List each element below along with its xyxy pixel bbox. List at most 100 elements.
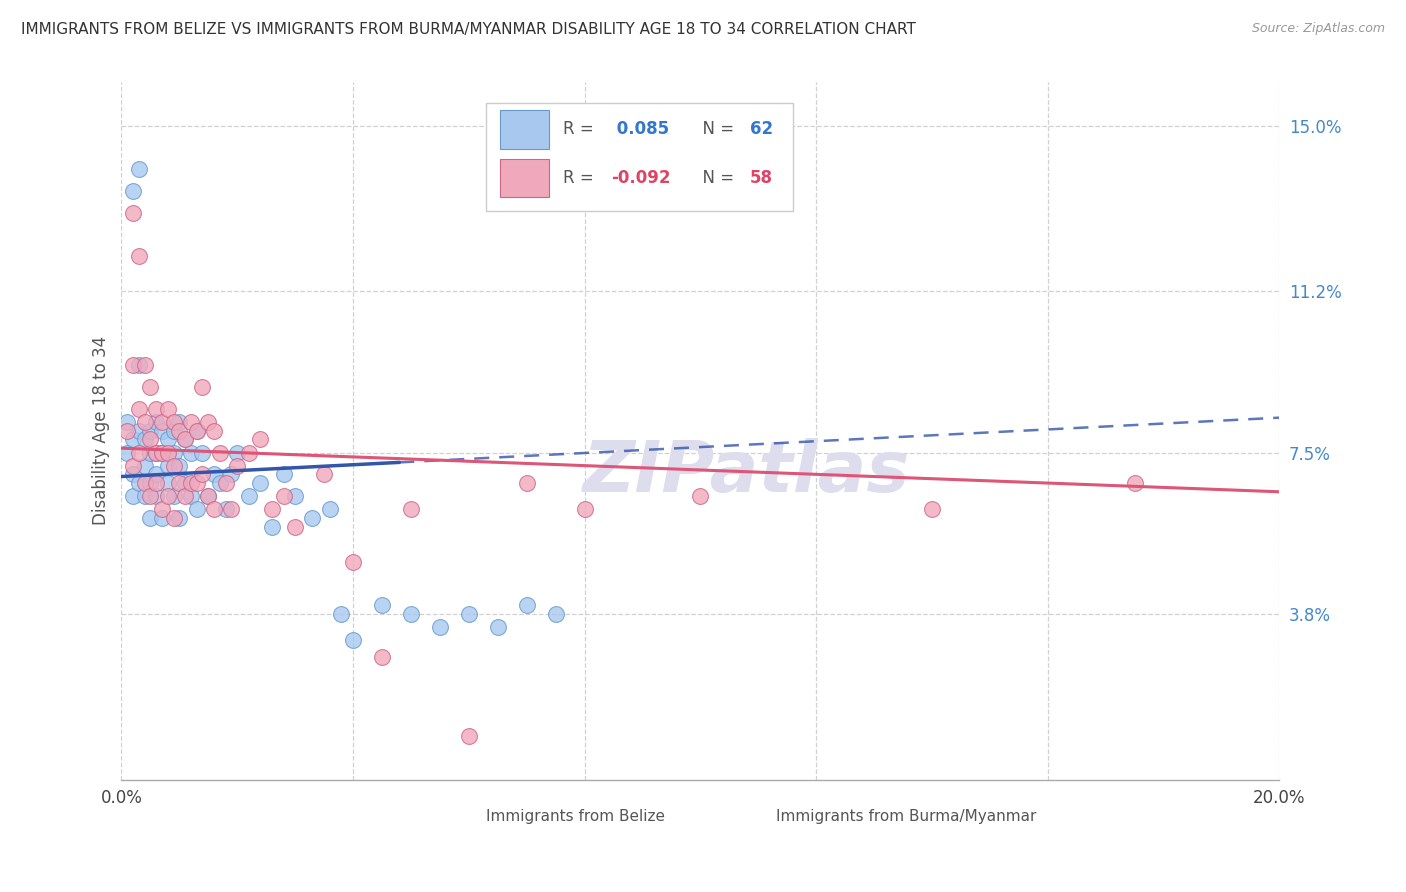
Point [226,445,249,459]
Point [128,401,150,416]
Point [319,502,342,516]
Point [139,424,162,438]
Point [186,424,208,438]
Point [342,555,364,569]
Point [134,458,156,473]
Point [115,415,138,429]
Point [399,607,422,621]
Point [156,458,179,473]
Point [122,433,145,447]
Text: N =: N = [692,120,740,138]
Text: 0.085: 0.085 [612,120,669,138]
Point [122,359,145,373]
Point [145,415,167,429]
Point [429,620,451,634]
Point [122,205,145,219]
Point [115,445,138,459]
Text: Source: ZipAtlas.com: Source: ZipAtlas.com [1251,22,1385,36]
Point [145,445,167,459]
Point [128,424,150,438]
Point [371,650,394,665]
Point [284,519,307,533]
Point [139,380,162,394]
Point [574,502,596,516]
Point [330,607,353,621]
Text: R =: R = [562,169,599,187]
Point [122,467,145,482]
Point [169,415,191,429]
Point [162,424,184,438]
Point [214,476,236,491]
Text: Immigrants from Burma/Myanmar: Immigrants from Burma/Myanmar [776,809,1036,824]
Point [145,467,167,482]
Point [457,729,479,743]
Point [145,489,167,503]
Point [191,467,214,482]
Point [516,476,538,491]
Point [174,489,197,503]
Point [162,415,184,429]
Point [921,502,943,516]
Point [457,607,479,621]
Point [486,620,509,634]
Point [180,445,202,459]
Point [162,511,184,525]
Point [156,445,179,459]
Point [139,445,162,459]
Point [208,476,231,491]
Text: -0.092: -0.092 [612,169,671,187]
Point [122,184,145,198]
Point [156,433,179,447]
Point [191,445,214,459]
Point [221,467,243,482]
Point [115,424,138,438]
FancyBboxPatch shape [486,103,793,211]
Point [169,458,191,473]
Point [156,476,179,491]
Point [128,445,150,459]
Point [249,433,271,447]
Point [202,467,225,482]
Point [202,502,225,516]
Point [180,415,202,429]
Point [221,502,243,516]
Point [197,415,219,429]
FancyBboxPatch shape [501,110,548,149]
Text: N =: N = [692,169,740,187]
Point [150,511,173,525]
Point [134,415,156,429]
Text: IMMIGRANTS FROM BELIZE VS IMMIGRANTS FROM BURMA/MYANMAR DISABILITY AGE 18 TO 34 : IMMIGRANTS FROM BELIZE VS IMMIGRANTS FRO… [21,22,915,37]
Text: 62: 62 [751,120,773,138]
Point [689,489,711,503]
Point [238,445,260,459]
Point [238,489,260,503]
Point [174,476,197,491]
Point [134,433,156,447]
Point [273,489,295,503]
Point [312,467,335,482]
Point [180,489,202,503]
Point [180,476,202,491]
Point [145,476,167,491]
Point [301,511,323,525]
Point [139,511,162,525]
Text: ZIPatlas: ZIPatlas [583,438,910,507]
Point [162,489,184,503]
Point [186,502,208,516]
Point [128,249,150,263]
Point [169,424,191,438]
Point [186,424,208,438]
Point [169,476,191,491]
Point [191,380,214,394]
Point [139,489,162,503]
Text: R =: R = [562,120,599,138]
Point [122,489,145,503]
Point [156,489,179,503]
Point [162,445,184,459]
Point [260,519,283,533]
Point [174,433,197,447]
Point [516,598,538,612]
Point [371,598,394,612]
Point [208,445,231,459]
Point [169,511,191,525]
